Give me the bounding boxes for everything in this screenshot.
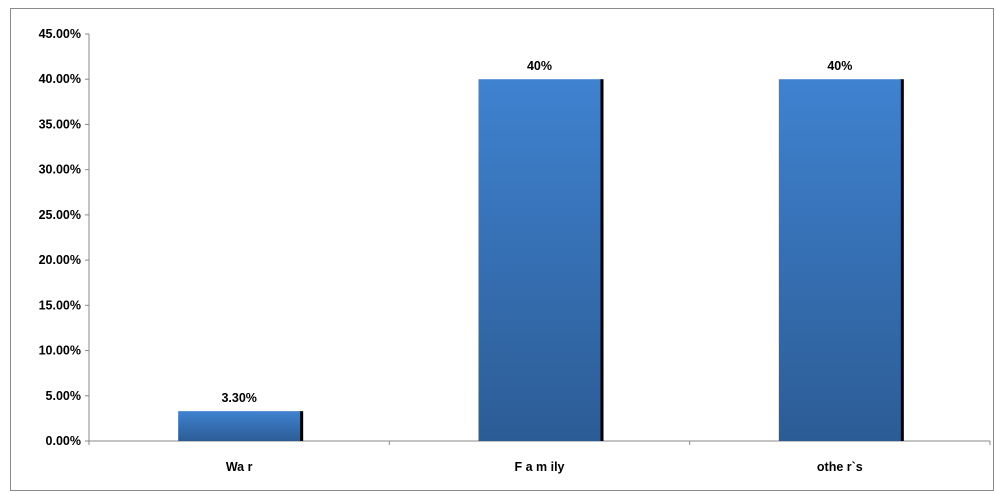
y-tick-label: 20.00%	[39, 253, 81, 267]
y-tick-label: 10.00%	[39, 344, 81, 358]
bar-shadow	[599, 79, 604, 441]
category-label: Wa r	[226, 460, 253, 474]
bar	[178, 411, 301, 441]
data-label: 3.30%	[221, 391, 256, 405]
bar-group	[778, 79, 904, 441]
bar-shadow	[899, 79, 904, 441]
y-tick-label: 5.00%	[46, 389, 81, 403]
y-tick-label: 15.00%	[39, 298, 81, 312]
y-tick-label: 30.00%	[39, 163, 81, 177]
bar-group	[178, 411, 304, 441]
y-tick-label: 25.00%	[39, 208, 81, 222]
bar-shadow	[299, 411, 304, 441]
bar	[478, 79, 601, 441]
y-tick-label: 0.00%	[46, 434, 81, 448]
y-tick-label: 45.00%	[39, 27, 81, 41]
category-label: othe r`s	[817, 460, 863, 474]
data-label: 40%	[527, 59, 552, 73]
labels: 0.00% 5.00% 10.00% 15.00% 20.00% 25.00% 30.00%…	[39, 27, 863, 474]
bars	[178, 79, 904, 441]
category-label: F a m ily	[514, 460, 564, 474]
data-label: 40%	[827, 59, 852, 73]
bar	[778, 79, 901, 441]
y-tick-label: 35.00%	[39, 117, 81, 131]
bar-group	[478, 79, 604, 441]
y-tick-label: 40.00%	[39, 72, 81, 86]
